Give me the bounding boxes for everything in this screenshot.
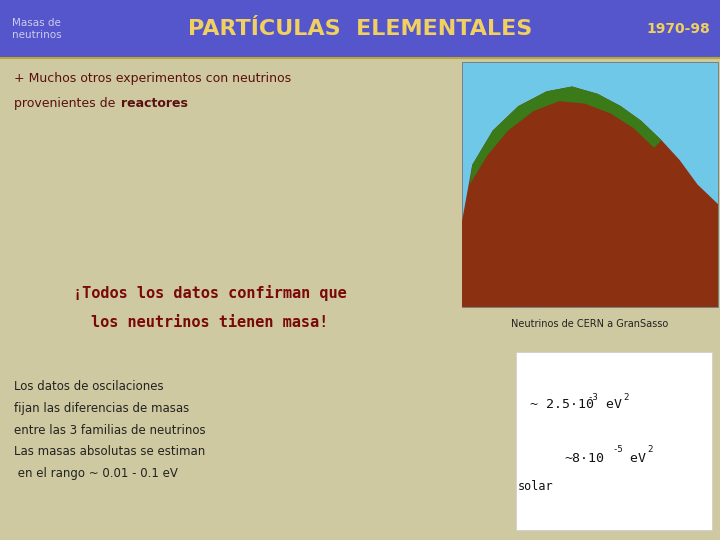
Text: Las masas absolutas se estiman: Las masas absolutas se estiman [14, 445, 205, 458]
Text: ~ 2.5·10: ~ 2.5·10 [530, 399, 594, 411]
Polygon shape [469, 86, 662, 185]
Text: entre las 3 familias de neutrinos: entre las 3 familias de neutrinos [14, 424, 206, 437]
Bar [516, 352, 712, 530]
Bar [0, 0, 720, 58]
Text: ¡Todos los datos confirman que: ¡Todos los datos confirman que [73, 285, 347, 301]
Text: eV: eV [622, 451, 646, 464]
Text: -3: -3 [587, 393, 598, 402]
Bar [462, 62, 718, 307]
Text: 2: 2 [647, 446, 652, 455]
Text: + Muchos otros experimentos con neutrinos: + Muchos otros experimentos con neutrino… [14, 72, 291, 85]
Text: reactores: reactores [121, 97, 188, 110]
Text: ~8·10: ~8·10 [564, 451, 604, 464]
Text: solar: solar [518, 480, 554, 493]
Text: -5: -5 [612, 446, 623, 455]
Text: los neutrinos tienen masa!: los neutrinos tienen masa! [91, 315, 328, 330]
Bar [0, 58, 720, 540]
Text: 1970-98: 1970-98 [647, 22, 710, 36]
Text: PARTÍCULAS  ELEMENTALES: PARTÍCULAS ELEMENTALES [188, 19, 532, 39]
Polygon shape [462, 86, 718, 307]
Text: Masas de
neutrinos: Masas de neutrinos [12, 18, 62, 40]
Text: eV: eV [598, 399, 622, 411]
Text: Neutrinos de CERN a GranSasso: Neutrinos de CERN a GranSasso [511, 319, 669, 329]
Text: Los datos de oscilaciones: Los datos de oscilaciones [14, 380, 163, 393]
Text: en el rango ~ 0.01 - 0.1 eV: en el rango ~ 0.01 - 0.1 eV [14, 467, 178, 480]
Text: fijan las diferencias de masas: fijan las diferencias de masas [14, 402, 189, 415]
Text: provenientes de: provenientes de [14, 97, 120, 110]
Text: 2: 2 [623, 393, 629, 402]
